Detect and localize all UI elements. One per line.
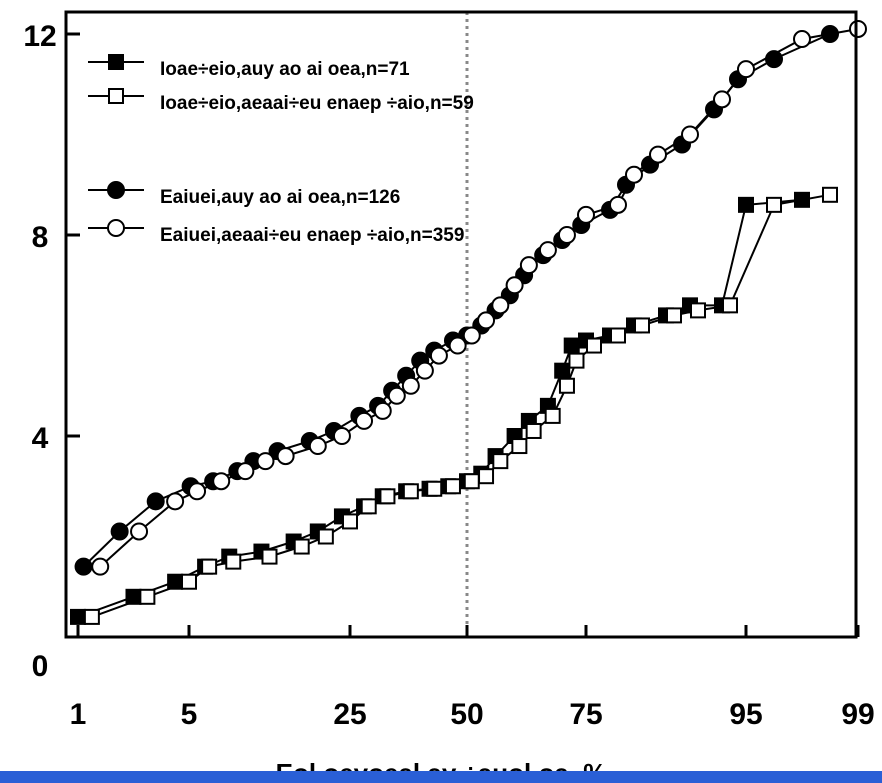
series-line-0 (77, 198, 803, 618)
data-point (649, 145, 667, 164)
data-point (577, 205, 595, 224)
data-point (387, 386, 406, 405)
x-tick-label: 25 (333, 698, 366, 731)
data-point (477, 311, 496, 330)
data-point (690, 302, 706, 319)
data-point (610, 327, 626, 344)
x-tick-label: 99 (841, 698, 874, 731)
plot-frame (64, 10, 858, 639)
legend-label: Ioae÷eio,auy ao ai oea,n=71 (160, 59, 410, 80)
chart-axes: 1 5 25 50 75 95 99 0 4 8 12 (23, 10, 875, 731)
y-tick-label: 8 (32, 221, 49, 254)
y-tick-label: 12 (23, 20, 56, 53)
data-point (181, 573, 197, 590)
data-point (463, 473, 480, 490)
data-point (130, 522, 149, 541)
data-point (110, 522, 129, 541)
data-point (236, 462, 255, 481)
data-point (401, 376, 420, 395)
data-point (511, 438, 528, 455)
data-point (225, 553, 242, 570)
data-point (332, 427, 351, 445)
data-point (737, 60, 755, 79)
data-point (444, 478, 461, 495)
data-point (634, 317, 650, 334)
data-point (492, 453, 509, 470)
y-tick-label: 4 (32, 422, 49, 455)
data-point (201, 558, 218, 575)
data-point (568, 352, 585, 369)
data-point (83, 608, 100, 625)
data-point (317, 528, 334, 545)
data-point (429, 346, 448, 365)
data-point (491, 296, 510, 315)
data-point (373, 401, 392, 420)
data-point (766, 196, 782, 213)
x-tick-label: 95 (729, 698, 762, 731)
data-point (478, 468, 495, 485)
bottom-color-bar (0, 771, 882, 783)
data-point (558, 377, 575, 394)
legend-label: Ioae÷eio,aeaai÷eu enaep ÷aio,n=59 (160, 93, 474, 114)
data-point (666, 307, 682, 324)
legend-marker (108, 88, 124, 104)
data-point (554, 362, 571, 379)
data-point (519, 256, 538, 275)
legend-marker (107, 219, 125, 237)
data-point (793, 30, 811, 49)
data-point (415, 361, 434, 380)
data-point (563, 337, 580, 354)
data-point (713, 90, 731, 109)
x-tick-label: 5 (181, 698, 198, 731)
data-point (74, 557, 93, 576)
legend-label: Eaiuei,auy ao ai oea,n=126 (160, 187, 400, 208)
data-point (625, 165, 643, 184)
data-point (70, 608, 86, 625)
data-point (525, 422, 542, 439)
data-point (360, 498, 377, 515)
chart-series (70, 19, 867, 625)
legend-marker (108, 54, 124, 70)
data-point (355, 411, 374, 430)
data-point (91, 557, 110, 576)
series-line-1 (91, 193, 831, 618)
data-point (256, 452, 275, 471)
data-point (342, 513, 358, 530)
x-tick-label: 75 (569, 698, 602, 731)
data-point (822, 186, 838, 203)
data-point (557, 226, 576, 244)
legend-marker (107, 181, 125, 199)
data-point (146, 492, 165, 511)
data-point (849, 19, 867, 38)
data-point (308, 437, 327, 456)
data-point (544, 407, 561, 424)
data-point (276, 447, 295, 466)
data-point (505, 276, 524, 295)
data-point (188, 482, 207, 501)
y-tick-label: 0 (32, 650, 49, 683)
data-point (462, 326, 481, 345)
data-point (586, 337, 602, 354)
x-tick-label: 1 (70, 698, 87, 731)
data-point (681, 125, 699, 144)
data-point (402, 483, 419, 500)
data-point (426, 480, 443, 497)
data-point (448, 336, 467, 355)
data-point (609, 195, 627, 214)
data-point (379, 488, 396, 505)
data-point (293, 538, 310, 555)
data-point (722, 297, 738, 314)
data-point (166, 492, 185, 511)
data-point (261, 548, 278, 565)
chart-legend: Ioae÷eio,auy ao ai oea,n=71 Ioae÷eio,aeaa… (88, 54, 474, 246)
legend-label: Eaiuei,aeaai÷eu enaep ÷aio,n=359 (160, 225, 464, 246)
data-point (139, 588, 156, 605)
data-point (212, 472, 231, 491)
data-point (538, 241, 557, 260)
x-tick-label: 50 (450, 698, 483, 731)
data-point (738, 196, 754, 213)
